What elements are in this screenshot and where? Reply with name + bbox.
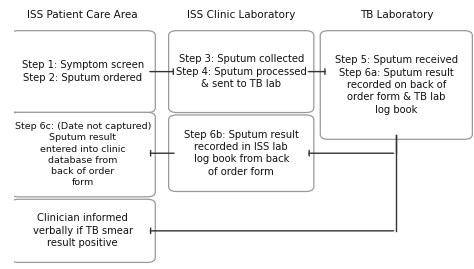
Text: Step 5: Sputum received
Step 6a: Sputum result
recorded on back of
order form & : Step 5: Sputum received Step 6a: Sputum … (335, 55, 458, 115)
Text: ISS Patient Care Area: ISS Patient Care Area (27, 10, 138, 20)
FancyBboxPatch shape (10, 199, 155, 263)
Text: Step 6c: (Date not captured)
Sputum result
entered into clinic
database from
bac: Step 6c: (Date not captured) Sputum resu… (15, 122, 151, 187)
Text: Step 1: Symptom screen
Step 2: Sputum ordered: Step 1: Symptom screen Step 2: Sputum or… (22, 61, 144, 83)
FancyBboxPatch shape (169, 115, 314, 192)
FancyBboxPatch shape (320, 31, 473, 139)
FancyBboxPatch shape (169, 31, 314, 112)
Text: Clinician informed
verbally if TB smear
result positive: Clinician informed verbally if TB smear … (33, 213, 133, 248)
FancyBboxPatch shape (10, 31, 155, 112)
Text: ISS Clinic Laboratory: ISS Clinic Laboratory (187, 10, 295, 20)
Text: Step 3: Sputum collected
Step 4: Sputum processed
& sent to TB lab: Step 3: Sputum collected Step 4: Sputum … (176, 54, 307, 89)
Text: TB Laboratory: TB Laboratory (360, 10, 433, 20)
FancyBboxPatch shape (10, 112, 155, 197)
Text: Step 6b: Sputum result
recorded in ISS lab
log book from back
of order form: Step 6b: Sputum result recorded in ISS l… (184, 130, 299, 177)
